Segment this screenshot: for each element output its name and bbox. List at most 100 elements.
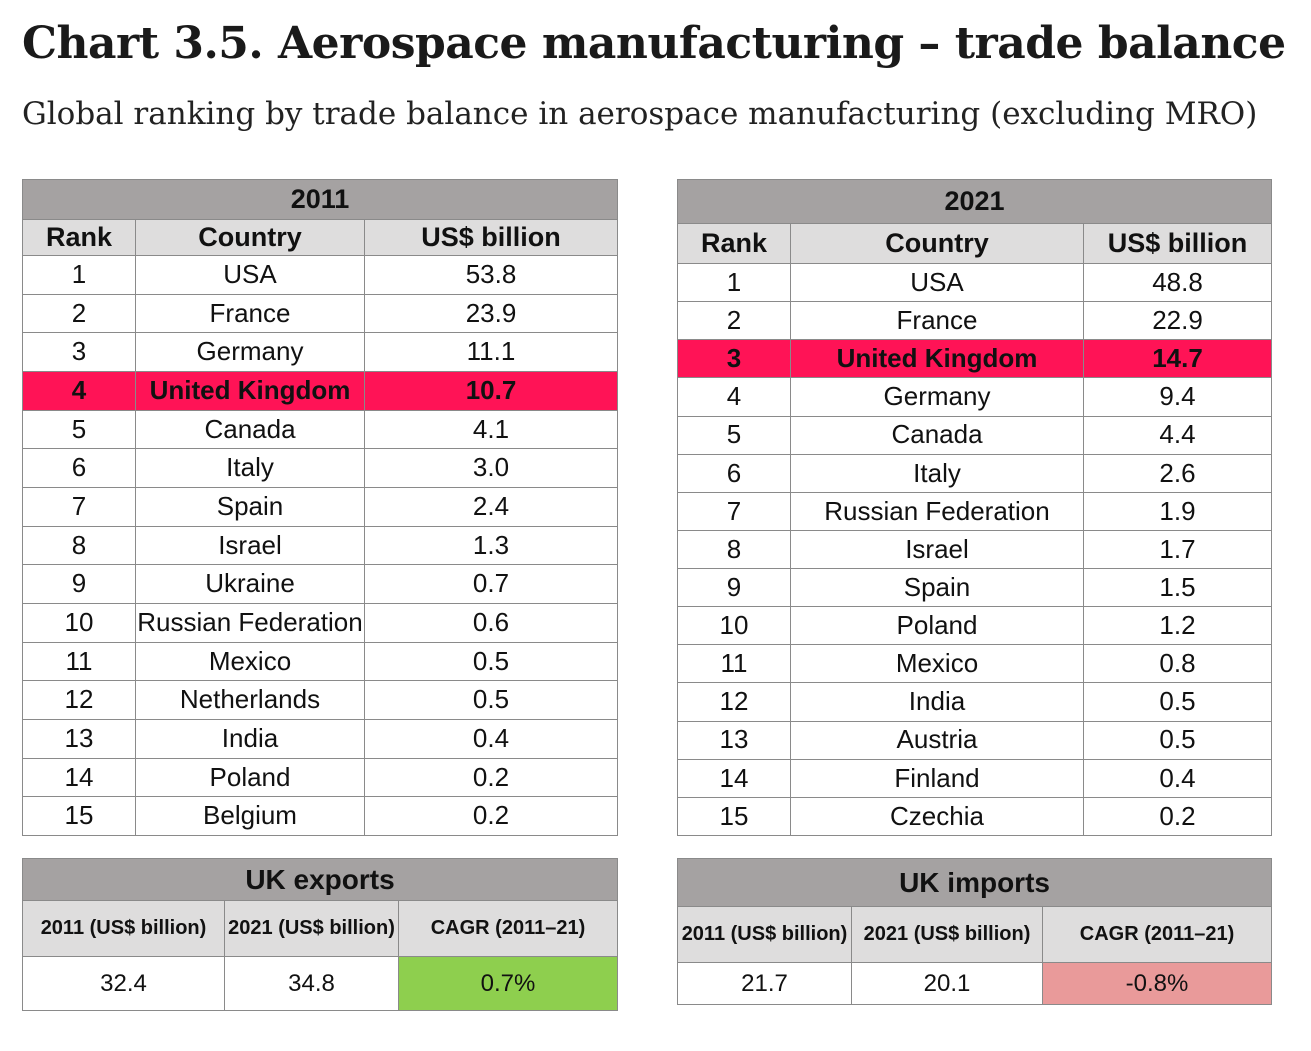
column-header-value: US$ billion xyxy=(364,219,618,256)
rank-cell: 1 xyxy=(22,255,136,295)
table-row: 11 Mexico 0.8 xyxy=(677,644,1272,684)
value-cell: 4.4 xyxy=(1083,415,1272,455)
country-cell: Finland xyxy=(790,758,1084,798)
table-row: 14 Poland 0.2 xyxy=(22,757,618,798)
uk-imports-title: UK imports xyxy=(676,858,1273,907)
country-cell: France xyxy=(135,293,365,334)
table-row: 6 Italy 2.6 xyxy=(677,453,1272,493)
rank-cell: 12 xyxy=(677,682,791,722)
exports-2011-value: 32.4 xyxy=(22,956,225,1011)
summary-header-2021: 2021 (US$ billion) xyxy=(224,900,399,957)
country-cell: Spain xyxy=(790,567,1084,608)
chart-subtitle: Global ranking by trade balance in aeros… xyxy=(22,96,1258,132)
value-cell: 0.4 xyxy=(1083,758,1272,798)
country-cell: Russian Federation xyxy=(790,491,1084,531)
table-row: 1 USA 53.8 xyxy=(22,255,618,295)
table-row: 3 United Kingdom 14.7 xyxy=(677,339,1272,379)
value-cell: 1.7 xyxy=(1083,529,1272,570)
rank-cell: 3 xyxy=(677,339,791,379)
table-row: 5 Canada 4.4 xyxy=(677,415,1272,455)
country-cell: Belgium xyxy=(135,796,365,836)
uk-imports-table: UK imports 2011 (US$ billion) 2021 (US$ … xyxy=(676,858,1273,1005)
table-row: 14 Finland 0.4 xyxy=(677,758,1272,798)
value-cell: 0.7 xyxy=(364,564,618,604)
exports-cagr-value: 0.7% xyxy=(398,956,618,1011)
summary-header-2011: 2011 (US$ billion) xyxy=(22,900,225,957)
value-cell: 1.3 xyxy=(364,525,618,566)
value-cell: 22.9 xyxy=(1083,301,1272,341)
imports-2021-value: 20.1 xyxy=(851,962,1043,1005)
rank-cell: 6 xyxy=(22,448,136,488)
rank-cell: 11 xyxy=(677,644,791,684)
table-row: 11 Mexico 0.5 xyxy=(22,641,618,682)
rank-cell: 12 xyxy=(22,680,136,720)
imports-cagr-value: -0.8% xyxy=(1041,962,1273,1005)
uk-exports-table: UK exports 2011 (US$ billion) 2021 (US$ … xyxy=(22,858,618,1011)
imports-2011-value: 21.7 xyxy=(677,962,852,1005)
country-cell: Russian Federation xyxy=(135,602,365,643)
rank-cell: 4 xyxy=(677,377,791,417)
country-cell: United Kingdom xyxy=(135,370,365,411)
chart-title: Chart 3.5. Aerospace manufacturing – tra… xyxy=(22,18,1286,69)
table-row: 9 Ukraine 0.7 xyxy=(22,564,618,604)
country-cell: Israel xyxy=(135,525,365,566)
value-cell: 0.2 xyxy=(364,757,618,798)
rank-cell: 8 xyxy=(22,525,136,566)
country-cell: Italy xyxy=(790,453,1084,493)
table-row: 4 United Kingdom 10.7 xyxy=(22,370,618,411)
value-cell: 0.2 xyxy=(1083,796,1272,837)
value-cell: 3.0 xyxy=(364,448,618,488)
value-cell: 1.5 xyxy=(1083,567,1272,608)
country-cell: France xyxy=(790,301,1084,341)
table-row: 3 Germany 11.1 xyxy=(22,332,618,372)
table-year-header: 2011 xyxy=(22,179,618,220)
country-cell: Canada xyxy=(790,415,1084,455)
summary-header-2021: 2021 (US$ billion) xyxy=(851,906,1043,963)
ranking-table-2011: 2011 Rank Country US$ billion 1 USA 53.8 2 F… xyxy=(22,179,618,836)
rank-cell: 15 xyxy=(677,796,791,837)
rank-cell: 5 xyxy=(22,409,136,450)
country-cell: Israel xyxy=(790,529,1084,570)
value-cell: 0.5 xyxy=(364,641,618,682)
table-row: 7 Russian Federation 1.9 xyxy=(677,491,1272,531)
value-cell: 0.5 xyxy=(1083,720,1272,760)
value-cell: 11.1 xyxy=(364,332,618,372)
rank-cell: 9 xyxy=(22,564,136,604)
column-header-value: US$ billion xyxy=(1083,223,1272,264)
country-cell: Mexico xyxy=(790,644,1084,684)
value-cell: 53.8 xyxy=(364,255,618,295)
value-cell: 0.5 xyxy=(1083,682,1272,722)
table-row: 5 Canada 4.1 xyxy=(22,409,618,450)
country-cell: Austria xyxy=(790,720,1084,760)
country-cell: Spain xyxy=(135,486,365,527)
country-cell: Germany xyxy=(135,332,365,372)
country-cell: Czechia xyxy=(790,796,1084,837)
value-cell: 2.6 xyxy=(1083,453,1272,493)
rank-cell: 7 xyxy=(22,486,136,527)
country-cell: USA xyxy=(135,255,365,295)
country-cell: Poland xyxy=(790,606,1084,646)
table-row: 6 Italy 3.0 xyxy=(22,448,618,488)
rank-cell: 13 xyxy=(22,718,136,759)
rank-cell: 2 xyxy=(677,301,791,341)
value-cell: 4.1 xyxy=(364,409,618,450)
column-header-rank: Rank xyxy=(22,219,136,256)
column-header-country: Country xyxy=(135,219,365,256)
rank-cell: 14 xyxy=(22,757,136,798)
value-cell: 0.8 xyxy=(1083,644,1272,684)
country-cell: United Kingdom xyxy=(790,339,1084,379)
rank-cell: 6 xyxy=(677,453,791,493)
country-cell: Ukraine xyxy=(135,564,365,604)
table-row: 15 Czechia 0.2 xyxy=(677,796,1272,837)
rank-cell: 5 xyxy=(677,415,791,455)
table-row: 1 USA 48.8 xyxy=(677,262,1272,303)
table-row: 13 India 0.4 xyxy=(22,718,618,759)
ranking-rows-2021: 1 USA 48.8 2 France 22.9 3 United Kingdom 14.7 4 G… xyxy=(677,262,1272,837)
country-cell: India xyxy=(790,682,1084,722)
rank-cell: 13 xyxy=(677,720,791,760)
value-cell: 0.2 xyxy=(364,796,618,836)
country-cell: Germany xyxy=(790,377,1084,417)
table-row: 2 France 22.9 xyxy=(677,301,1272,341)
country-cell: Mexico xyxy=(135,641,365,682)
rank-cell: 11 xyxy=(22,641,136,682)
